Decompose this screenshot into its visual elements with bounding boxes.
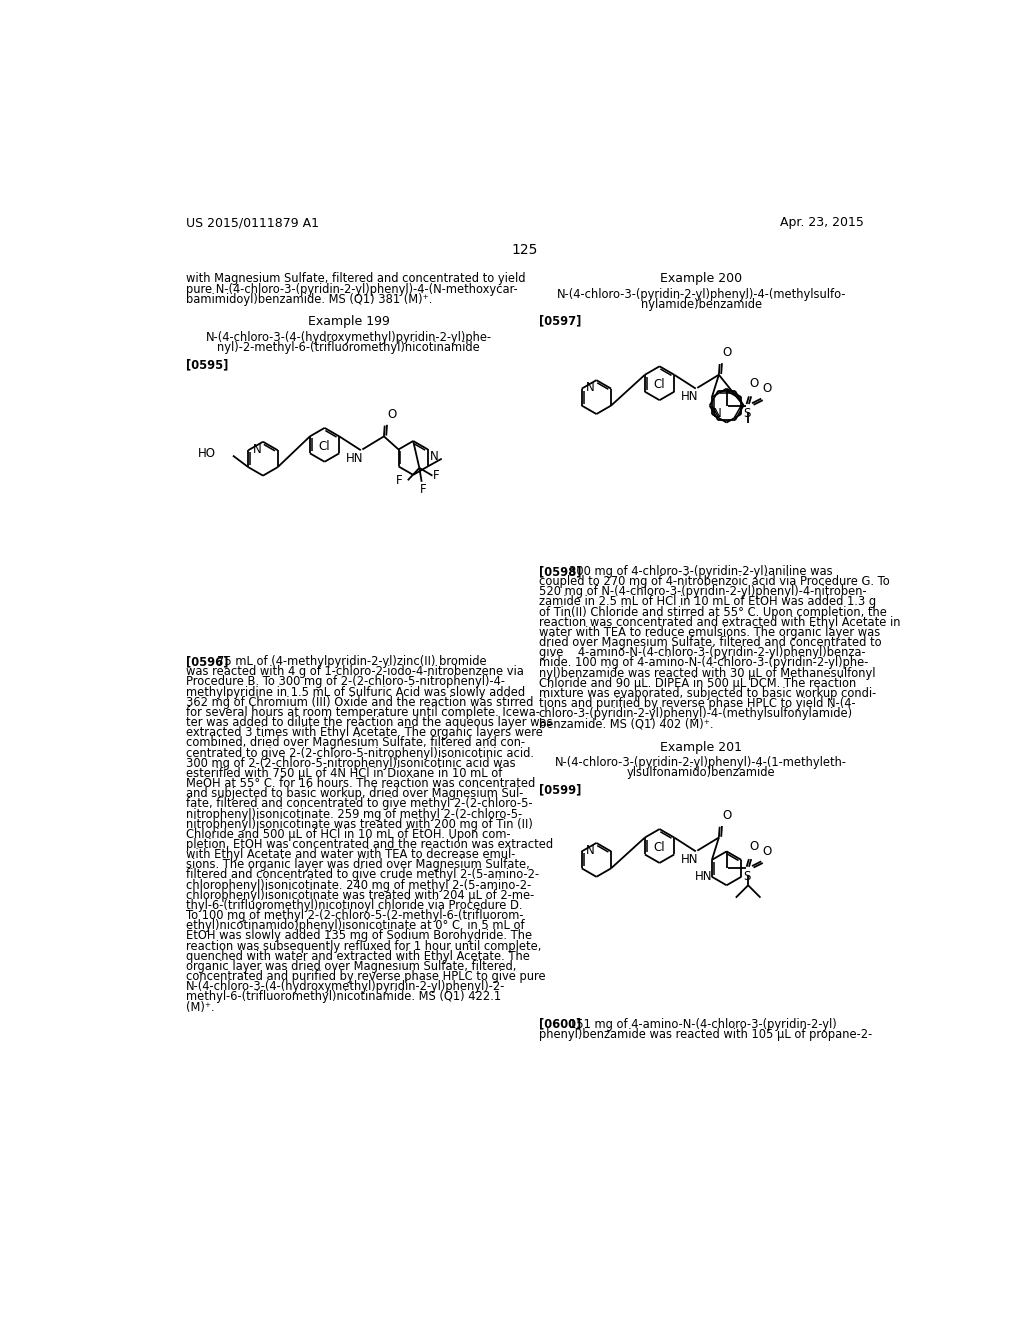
Text: Cl: Cl [653,841,666,854]
Text: chloro-3-(pyridin-2-yl)phenyl)-4-(methylsulfonylamide): chloro-3-(pyridin-2-yl)phenyl)-4-(methyl… [539,708,853,721]
Text: F: F [396,474,402,487]
Text: ethyl)nicotinamido)phenyl)isonicotinate at 0° C. in 5 mL of: ethyl)nicotinamido)phenyl)isonicotinate … [186,919,524,932]
Text: nylamide)benzamide: nylamide)benzamide [641,298,762,310]
Text: methyl-6-(trifluoromethyl)nicotinamide. MS (Q1) 422.1: methyl-6-(trifluoromethyl)nicotinamide. … [186,990,501,1003]
Text: thyl-6-(trifluoromethyl)nicotinoyl chloride via Procedure D.: thyl-6-(trifluoromethyl)nicotinoyl chlor… [186,899,522,912]
Text: N: N [253,442,261,455]
Text: N-(4-chloro-3-(4-(hydroxymethyl)pyridin-2-yl)phenyl)-2-: N-(4-chloro-3-(4-(hydroxymethyl)pyridin-… [186,981,506,993]
Text: O: O [722,346,731,359]
Text: S: S [743,870,751,883]
Text: MeOH at 55° C. for 16 hours. The reaction was concentrated: MeOH at 55° C. for 16 hours. The reactio… [186,777,536,789]
Text: fate, filtered and concentrated to give methyl 2-(2-chloro-5-: fate, filtered and concentrated to give … [186,797,532,810]
Text: organic layer was dried over Magnesium Sulfate, filtered,: organic layer was dried over Magnesium S… [186,960,516,973]
Text: [0595]: [0595] [186,359,228,372]
Text: pletion, EtOH was concentrated and the reaction was extracted: pletion, EtOH was concentrated and the r… [186,838,553,851]
Text: with Magnesium Sulfate, filtered and concentrated to yield: with Magnesium Sulfate, filtered and con… [186,272,525,285]
Text: nitrophenyl)isonicotinate was treated with 200 mg of Tin (II): nitrophenyl)isonicotinate was treated wi… [186,817,532,830]
Text: Example 201: Example 201 [660,741,742,754]
Text: reaction was concentrated and extracted with Ethyl Acetate in: reaction was concentrated and extracted … [539,615,900,628]
Text: F: F [433,469,440,482]
Text: N: N [429,450,438,463]
Text: nyl)benzamide was reacted with 30 μL of Methanesulfonyl: nyl)benzamide was reacted with 30 μL of … [539,667,876,680]
Text: O: O [762,381,771,395]
Text: To 100 mg of methyl 2-(2-chloro-5-(2-methyl-6-(trifluorom-: To 100 mg of methyl 2-(2-chloro-5-(2-met… [186,909,523,923]
Text: N: N [586,381,595,393]
Text: water with TEA to reduce emulsions. The organic layer was: water with TEA to reduce emulsions. The … [539,626,880,639]
Text: extracted 3 times with Ethyl Acetate. The organic layers were: extracted 3 times with Ethyl Acetate. Th… [186,726,543,739]
Text: give    4-amino-N-(4-chloro-3-(pyridin-2-yl)phenyl)benza-: give 4-amino-N-(4-chloro-3-(pyridin-2-yl… [539,647,865,659]
Text: HN: HN [680,853,698,866]
Text: O: O [387,408,396,421]
Text: with Ethyl Acetate and water with TEA to decrease emul-: with Ethyl Acetate and water with TEA to… [186,849,515,861]
Text: 520 mg of N-(4-chloro-3-(pyridin-2-yl)phenyl)-4-nitroben-: 520 mg of N-(4-chloro-3-(pyridin-2-yl)ph… [539,585,866,598]
Text: Cl: Cl [318,440,331,453]
Text: ylsulfonamido)benzamide: ylsulfonamido)benzamide [627,766,775,779]
Text: N: N [586,843,595,857]
Text: [0597]: [0597] [539,314,581,327]
Text: benzamide. MS (Q1) 402 (M)⁺.: benzamide. MS (Q1) 402 (M)⁺. [539,718,713,730]
Text: 362 mg of Chromium (III) Oxide and the reaction was stirred: 362 mg of Chromium (III) Oxide and the r… [186,696,534,709]
Text: Procedure B. To 300 mg of 2-(2-chloro-5-nitrophenyl)-4-: Procedure B. To 300 mg of 2-(2-chloro-5-… [186,676,505,688]
Text: 75 mL of (4-methylpyridin-2-yl)zinc(II) bromide: 75 mL of (4-methylpyridin-2-yl)zinc(II) … [217,655,486,668]
Text: dried over Magnesium Sulfate, filtered and concentrated to: dried over Magnesium Sulfate, filtered a… [539,636,882,649]
Text: combined, dried over Magnesium Sulfate, filtered and con-: combined, dried over Magnesium Sulfate, … [186,737,525,750]
Text: O: O [750,378,759,391]
Text: N-(4-chloro-3-(4-(hydroxymethyl)pyridin-2-yl)phe-: N-(4-chloro-3-(4-(hydroxymethyl)pyridin-… [206,331,492,345]
Text: O: O [722,809,731,822]
Text: coupled to 270 mg of 4-nitrobenzoic acid via Procedure G. To: coupled to 270 mg of 4-nitrobenzoic acid… [539,576,890,589]
Text: Cl: Cl [653,378,666,391]
Text: filtered and concentrated to give crude methyl 2-(5-amino-2-: filtered and concentrated to give crude … [186,869,539,882]
Text: Chloride and 90 μL. DIPEA in 500 μL DCM. The reaction: Chloride and 90 μL. DIPEA in 500 μL DCM.… [539,677,856,690]
Text: 300 mg of 2-(2-chloro-5-nitrophenyl)isonicotinic acid was: 300 mg of 2-(2-chloro-5-nitrophenyl)ison… [186,756,516,770]
Text: Apr. 23, 2015: Apr. 23, 2015 [779,216,863,230]
Text: esterified with 750 μL of 4N HCl in Dioxane in 10 mL of: esterified with 750 μL of 4N HCl in Diox… [186,767,503,780]
Text: O: O [762,845,771,858]
Text: nitrophenyl)isonicotinate. 259 mg of methyl 2-(2-chloro-5-: nitrophenyl)isonicotinate. 259 mg of met… [186,808,522,821]
Text: zamide in 2.5 mL of HCl in 10 mL of EtOH was added 1.3 g: zamide in 2.5 mL of HCl in 10 mL of EtOH… [539,595,876,609]
Text: HN: HN [695,870,713,883]
Text: methylpyridine in 1.5 mL of Sulfuric Acid was slowly added: methylpyridine in 1.5 mL of Sulfuric Aci… [186,685,525,698]
Text: chlorophenyl)isonicotinate. 240 mg of methyl 2-(5-amino-2-: chlorophenyl)isonicotinate. 240 mg of me… [186,879,531,891]
Text: HN: HN [680,391,698,403]
Text: ter was added to dilute the reaction and the aqueous layer was: ter was added to dilute the reaction and… [186,715,553,729]
Text: US 2015/0111879 A1: US 2015/0111879 A1 [186,216,319,230]
Text: tions and purified by reverse phase HPLC to yield N-(4-: tions and purified by reverse phase HPLC… [539,697,855,710]
Text: [0599]: [0599] [539,784,581,797]
Text: and subjected to basic workup, dried over Magnesium Sul-: and subjected to basic workup, dried ove… [186,787,523,800]
Text: nyl)-2-methyl-6-(trifluoromethyl)nicotinamide: nyl)-2-methyl-6-(trifluoromethyl)nicotin… [217,341,480,354]
Text: F: F [420,483,427,496]
Text: reaction was subsequently refluxed for 1 hour until complete,: reaction was subsequently refluxed for 1… [186,940,542,953]
Text: Example 199: Example 199 [307,315,389,329]
Text: (M)⁺.: (M)⁺. [186,1001,215,1014]
Text: N-(4-chloro-3-(pyridin-2-yl)phenyl)-4-(methylsulfo-: N-(4-chloro-3-(pyridin-2-yl)phenyl)-4-(m… [556,288,846,301]
Text: S: S [743,407,751,420]
Text: O: O [750,840,759,853]
Text: Example 200: Example 200 [660,272,742,285]
Text: chlorophenyl)isonicotinate was treated with 204 μL of 2-me-: chlorophenyl)isonicotinate was treated w… [186,888,535,902]
Text: concentrated and purified by reverse phase HPLC to give pure: concentrated and purified by reverse pha… [186,970,546,983]
Text: bamimidoyl)benzamide. MS (Q1) 381 (M)⁺.: bamimidoyl)benzamide. MS (Q1) 381 (M)⁺. [186,293,432,306]
Text: mixture was evaporated, subjected to basic workup condi-: mixture was evaporated, subjected to bas… [539,686,876,700]
Text: HN: HN [345,451,362,465]
Text: N-(4-chloro-3-(pyridin-2-yl)phenyl)-4-(1-methyleth-: N-(4-chloro-3-(pyridin-2-yl)phenyl)-4-(1… [555,756,847,770]
Text: mide. 100 mg of 4-amino-N-(4-chloro-3-(pyridin-2-yl)phe-: mide. 100 mg of 4-amino-N-(4-chloro-3-(p… [539,656,868,669]
Text: phenyl)benzamide was reacted with 105 μL of propane-2-: phenyl)benzamide was reacted with 105 μL… [539,1028,871,1041]
Text: EtOH was slowly added 135 mg of Sodium Borohydride. The: EtOH was slowly added 135 mg of Sodium B… [186,929,532,942]
Text: [0600]: [0600] [539,1018,581,1031]
Text: [0598]: [0598] [539,565,582,578]
Text: HO: HO [198,446,216,459]
Text: 300 mg of 4-chloro-3-(pyridin-2-yl)aniline was: 300 mg of 4-chloro-3-(pyridin-2-yl)anili… [569,565,834,578]
Text: 151 mg of 4-amino-N-(4-chloro-3-(pyridin-2-yl): 151 mg of 4-amino-N-(4-chloro-3-(pyridin… [569,1018,838,1031]
Text: pure N-(4-chloro-3-(pyridin-2-yl)phenyl)-4-(N-methoxycar-: pure N-(4-chloro-3-(pyridin-2-yl)phenyl)… [186,282,518,296]
Text: N: N [713,407,722,420]
Text: sions. The organic layer was dried over Magnesium Sulfate,: sions. The organic layer was dried over … [186,858,529,871]
Text: of Tin(II) Chloride and stirred at 55° C. Upon completion, the: of Tin(II) Chloride and stirred at 55° C… [539,606,887,619]
Text: centrated to give 2-(2-chloro-5-nitrophenyl)isonicotinic acid.: centrated to give 2-(2-chloro-5-nitrophe… [186,747,534,759]
Text: [0596]: [0596] [186,655,228,668]
Text: Chloride and 500 μL of HCl in 10 mL of EtOH. Upon com-: Chloride and 500 μL of HCl in 10 mL of E… [186,828,511,841]
Text: for several hours at room temperature until complete. Icewa-: for several hours at room temperature un… [186,706,540,719]
Text: was reacted with 4 g of 1-chloro-2-iodo-4-nitrobenzene via: was reacted with 4 g of 1-chloro-2-iodo-… [186,665,524,678]
Text: 125: 125 [512,243,538,257]
Text: quenched with water and extracted with Ethyl Acetate. The: quenched with water and extracted with E… [186,950,529,962]
